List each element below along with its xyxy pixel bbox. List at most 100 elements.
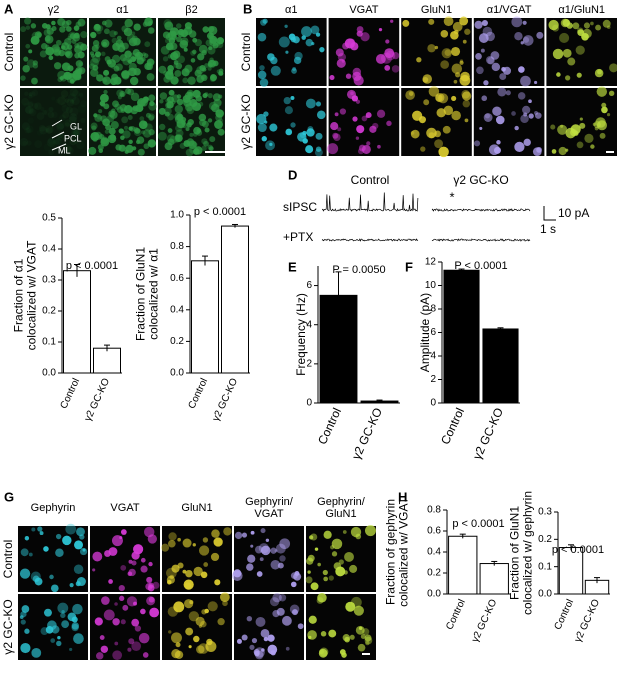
- signal: [21, 122, 30, 131]
- signal: [236, 638, 242, 644]
- column-label: γ2: [48, 4, 60, 16]
- signal: [459, 74, 471, 86]
- signal: [56, 120, 65, 130]
- signal: [80, 31, 88, 39]
- signal: [113, 31, 118, 36]
- y-tick-label: 0.0: [538, 589, 552, 600]
- signal: [583, 22, 591, 29]
- signal: [297, 623, 304, 630]
- signal: [148, 596, 155, 603]
- x-tick-label: γ2 GC-KO: [573, 598, 603, 645]
- signal: [514, 141, 525, 153]
- y-tick-label: 0.4: [170, 304, 184, 315]
- signal: [103, 103, 110, 110]
- signal: [73, 564, 84, 574]
- signal: [196, 75, 205, 83]
- y-axis-label: Fraction of GluN1: [508, 506, 522, 600]
- signal: [20, 611, 27, 618]
- signal: [39, 50, 47, 58]
- signal: [75, 60, 83, 68]
- y-axis-label: colocalized w/ VGAT: [397, 496, 411, 606]
- row-label: Control: [2, 33, 16, 72]
- signal: [497, 87, 507, 97]
- current-trace: [431, 238, 531, 242]
- signal: [177, 28, 185, 36]
- signal: [597, 69, 602, 75]
- column-label: VGAT: [349, 4, 378, 16]
- signal: [107, 134, 117, 144]
- signal: [211, 529, 220, 538]
- signal: [115, 39, 124, 48]
- x-tick-label: γ2 GC-KO: [349, 406, 385, 462]
- signal: [114, 602, 118, 606]
- current-trace: [321, 192, 419, 213]
- signal: [593, 121, 601, 129]
- signal: [49, 574, 54, 580]
- signal: [168, 532, 177, 541]
- signal: [66, 146, 74, 155]
- signal: [579, 117, 583, 121]
- signal: [276, 607, 285, 616]
- signal: [270, 56, 278, 65]
- signal: [137, 98, 146, 107]
- signal: [29, 91, 36, 98]
- x-tick-label: γ2 GC-KO: [83, 377, 113, 424]
- y-tick-label: 0.2: [42, 306, 56, 317]
- signal: [261, 136, 267, 142]
- signal: [208, 101, 218, 111]
- trace-column-label: γ2 GC-KO: [453, 173, 508, 187]
- micrograph: [18, 526, 88, 592]
- signal: [94, 51, 102, 58]
- signal: [204, 92, 209, 97]
- panel-letter: B: [243, 1, 252, 16]
- signal: [462, 91, 472, 101]
- signal: [355, 625, 365, 635]
- signal: [260, 628, 270, 638]
- signal: [68, 31, 77, 41]
- signal: [188, 645, 192, 649]
- signal: [520, 41, 524, 45]
- bar: [191, 260, 219, 374]
- signal: [176, 23, 182, 29]
- signal: [57, 17, 66, 27]
- signal: [34, 31, 42, 39]
- micrograph: [473, 18, 545, 86]
- signal: [257, 123, 267, 133]
- signal: [120, 135, 125, 141]
- signal: [302, 138, 308, 144]
- signal: [34, 140, 43, 149]
- signal: [293, 56, 302, 65]
- signal: [254, 647, 265, 658]
- signal: [92, 40, 100, 47]
- row-label: γ2 GC-KO: [2, 94, 16, 149]
- signal: [192, 102, 202, 112]
- signal: [601, 106, 608, 114]
- signal: [149, 607, 160, 618]
- signal: [335, 566, 346, 577]
- signal: [579, 122, 586, 129]
- signal: [20, 26, 27, 33]
- signal: [199, 64, 206, 72]
- signal: [104, 19, 113, 28]
- signal: [331, 538, 343, 550]
- signal: [28, 49, 33, 54]
- signal: [462, 99, 471, 108]
- signal: [104, 129, 110, 134]
- signal: [118, 128, 124, 134]
- signal: [133, 601, 137, 606]
- signal: [68, 115, 77, 124]
- signal: [69, 99, 75, 104]
- panel-letter: D: [288, 167, 297, 182]
- signal: [310, 582, 319, 591]
- signal: [196, 128, 202, 133]
- signal: [144, 41, 151, 48]
- signal: [37, 526, 43, 532]
- signal: [511, 111, 516, 116]
- signal: [594, 126, 599, 131]
- y-axis-label: Fraction of GluN1: [134, 247, 148, 341]
- signal: [59, 26, 66, 33]
- signal: [254, 545, 263, 554]
- signal: [164, 21, 174, 31]
- signal: [522, 35, 534, 46]
